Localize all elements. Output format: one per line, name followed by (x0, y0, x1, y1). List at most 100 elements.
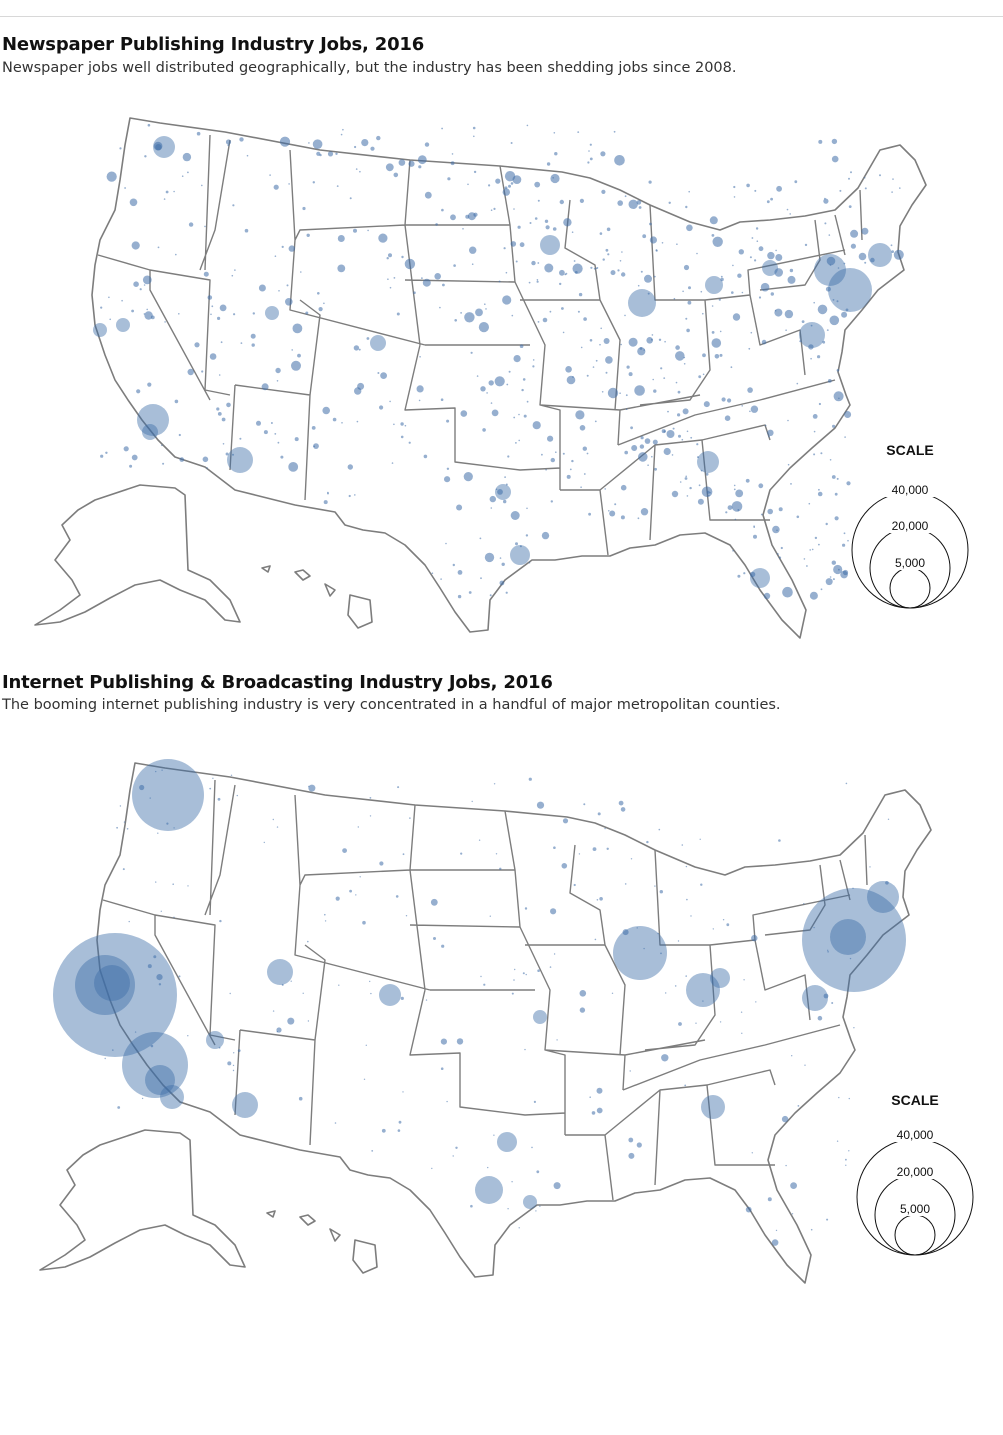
county-bubble (697, 498, 704, 505)
county-bubble (702, 353, 706, 358)
county-bubble (826, 329, 829, 331)
county-bubble (665, 992, 667, 994)
county-bubble (441, 127, 443, 130)
county-bubble (681, 438, 684, 441)
county-bubble (222, 443, 225, 445)
county-bubble (144, 155, 147, 158)
county-bubble (478, 839, 481, 841)
county-bubble (381, 1128, 386, 1133)
county-bubble (416, 385, 424, 393)
county-bubble (505, 483, 508, 486)
county-bubble (523, 1195, 537, 1209)
county-bubble (510, 545, 530, 565)
county-bubble (143, 313, 146, 315)
county-bubble (613, 130, 616, 133)
county-bubble (824, 222, 827, 225)
county-bubble (129, 464, 133, 468)
county-bubble (686, 898, 688, 901)
county-bubble (601, 189, 606, 194)
county-bubble (643, 349, 645, 351)
county-bubble (371, 1150, 374, 1152)
county-bubble (760, 513, 763, 516)
county-bubble (758, 483, 764, 489)
county-bubble (359, 876, 361, 878)
county-bubble (550, 457, 555, 463)
county-bubble (122, 868, 125, 871)
county-bubble (142, 424, 158, 440)
county-bubble (592, 366, 595, 368)
county-bubble (589, 157, 593, 161)
county-bubble (640, 508, 649, 516)
county-bubble (365, 1044, 367, 1046)
scale-label-20000: 20,000 (892, 519, 929, 533)
county-bubble (341, 422, 343, 424)
county-bubble (737, 574, 741, 578)
county-bubble (596, 1087, 603, 1094)
county-bubble (460, 410, 468, 417)
county-bubble (250, 333, 256, 339)
county-bubble (829, 459, 832, 461)
county-bubble (580, 486, 582, 489)
county-bubble (700, 469, 703, 472)
county-bubble (554, 152, 558, 156)
county-bubble (433, 937, 436, 940)
county-bubble (393, 423, 395, 426)
county-bubble (486, 392, 488, 394)
county-bubble (711, 305, 714, 307)
county-bubble (272, 818, 274, 821)
county-bubble (619, 260, 622, 262)
county-bubble (525, 973, 527, 976)
county-bubble (263, 430, 268, 435)
county-bubble (749, 410, 751, 413)
county-bubble (536, 801, 545, 809)
county-bubble (827, 949, 829, 951)
county-bubble (434, 273, 442, 280)
county-bubble (324, 913, 326, 916)
county-bubble (843, 532, 846, 535)
county-bubble (281, 983, 284, 986)
county-bubble (258, 284, 266, 292)
county-bubble (161, 769, 163, 771)
county-bubble (685, 205, 688, 209)
county-bubble (534, 181, 541, 188)
county-bubble (393, 277, 396, 279)
county-bubble (335, 896, 340, 901)
county-bubble (722, 919, 725, 921)
county-bubble (734, 518, 737, 521)
county-bubble (703, 401, 710, 408)
county-bubble (237, 1049, 241, 1052)
county-bubble (837, 267, 840, 269)
county-bubble (340, 133, 343, 136)
county-bubble (147, 382, 152, 387)
scale-heading: SCALE (891, 1092, 938, 1108)
county-bubble (620, 515, 625, 520)
county-bubble (686, 224, 693, 232)
county-bubble (471, 800, 473, 803)
county-bubble (864, 261, 867, 264)
county-bubble (787, 275, 796, 284)
county-bubble (562, 331, 565, 334)
county-bubble (400, 435, 404, 439)
county-bubble (755, 1001, 757, 1003)
county-bubble (146, 308, 148, 311)
county-bubble (528, 281, 531, 284)
county-bubble (640, 270, 643, 273)
county-bubble (470, 1204, 473, 1208)
county-bubble (756, 240, 759, 242)
county-bubble (302, 992, 304, 994)
county-bubble (813, 301, 815, 304)
county-bubble (518, 413, 520, 416)
county-bubble (316, 151, 321, 156)
county-bubble (286, 284, 289, 287)
county-bubble (405, 915, 408, 917)
county-bubble (580, 346, 583, 349)
county-bubble (675, 381, 678, 384)
county-bubble (342, 128, 344, 131)
county-bubble (569, 468, 572, 471)
county-bubble (701, 1095, 725, 1119)
county-bubble (204, 225, 206, 228)
county-bubble (495, 853, 498, 855)
county-bubble (646, 337, 653, 344)
map-subtitle-newspaper: Newspaper jobs well distributed geograph… (2, 60, 737, 76)
county-bubble (806, 565, 808, 567)
